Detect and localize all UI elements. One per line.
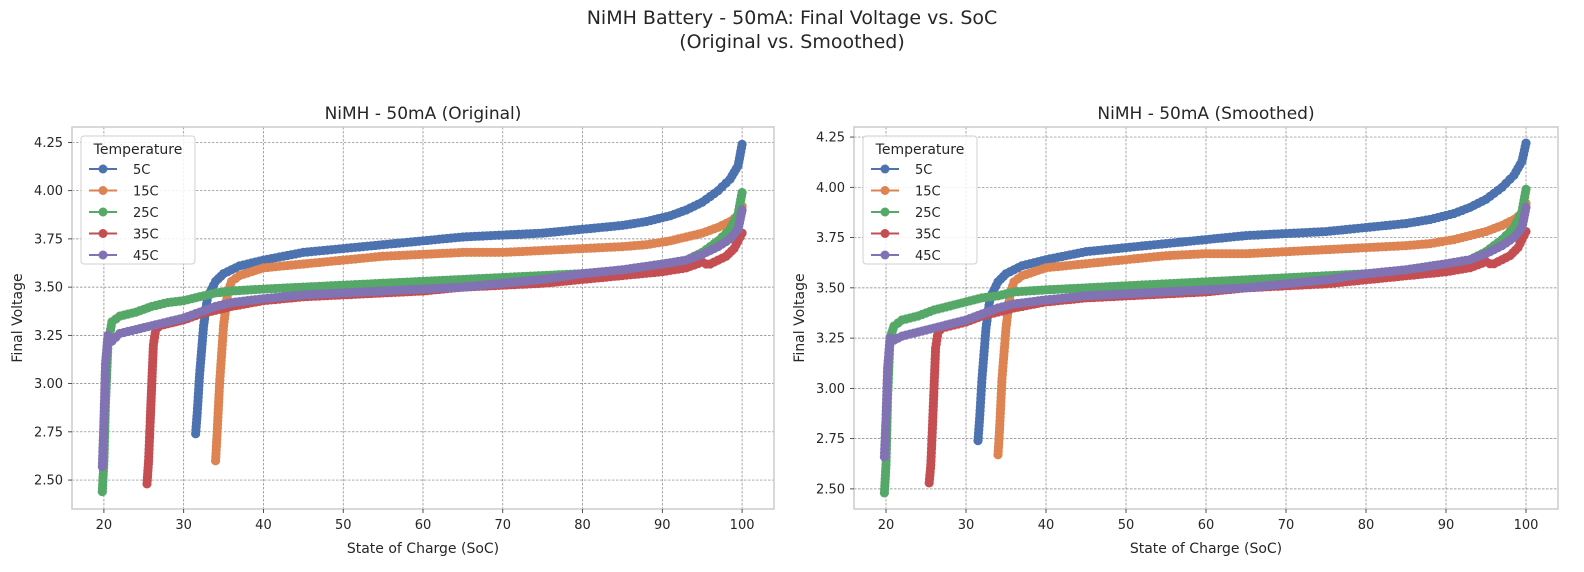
y-tick-label: 3.50 [816,281,845,296]
legend: Temperature 5C 15C 25C 35C 45C [80,135,196,265]
y-tick-label: 4.25 [34,136,63,151]
legend-marker-15C [880,186,890,195]
chart-title: NiMH - 50mA (Smoothed) [1097,104,1314,124]
data-point-45C [737,205,747,215]
x-tick-label: 20 [96,518,113,533]
legend-title: Temperature [875,142,965,158]
x-tick-label: 50 [1118,518,1135,533]
legend-label-35C: 35C [915,228,941,243]
x-tick-label: 100 [730,518,755,533]
legend-marker-45C [98,250,108,260]
y-tick-label: 4.25 [816,131,845,146]
legend-marker-35C [880,229,890,238]
x-tick-label: 40 [1038,518,1055,533]
x-tick-label: 30 [958,518,975,533]
y-axis-label: Final Voltage [792,273,808,362]
legend-marker-25C [880,207,890,217]
legend-label-5C: 5C [915,163,932,178]
x-tick-label: 70 [494,518,511,533]
legend-label-15C: 15C [133,185,159,200]
y-tick-label: 2.50 [816,482,845,497]
x-tick-label: 20 [878,518,895,533]
y-tick-label: 3.00 [816,382,845,397]
legend-marker-5C [98,164,108,174]
x-axis-label: State of Charge (SoC) [347,541,499,557]
x-tick-label: 80 [574,518,591,533]
y-tick-label: 3.75 [34,232,63,247]
x-tick-label: 30 [175,518,192,533]
y-tick-label: 3.25 [816,332,845,347]
legend-marker-25C [98,207,108,217]
y-axis-label: Final Voltage [10,273,26,362]
figure-title-line-2: (Original vs. Smoothed) [679,31,905,53]
legend-label-5C: 5C [133,163,150,178]
x-tick-label: 90 [654,518,671,533]
data-point-5C [1521,138,1531,148]
x-tick-label: 50 [335,518,352,533]
x-tick-label: 100 [1514,518,1539,533]
series-45C [97,205,747,472]
x-axis-label: State of Charge (SoC) [1130,541,1282,557]
legend-label-15C: 15C [915,185,941,200]
legend-label-25C: 25C [133,206,159,221]
y-tick-label: 4.00 [34,184,63,199]
y-tick-label: 3.25 [34,329,63,344]
x-tick-label: 70 [1278,518,1295,533]
data-point-25C [1521,184,1531,194]
legend-marker-35C [98,229,108,238]
x-tick-label: 60 [415,518,432,533]
legend: Temperature 5C 15C 25C 35C 45C [862,135,978,265]
y-tick-label: 4.00 [816,181,845,196]
legend-label-45C: 45C [915,249,941,264]
legend-label-35C: 35C [133,228,159,243]
x-tick-label: 90 [1438,518,1455,533]
data-point-45C [1521,202,1531,213]
series-45C [879,202,1531,462]
legend-marker-15C [98,186,108,195]
y-tick-label: 2.50 [34,474,63,489]
legend-label-45C: 45C [133,249,159,264]
y-tick-label: 3.50 [34,281,63,296]
chart-panel-1: 20 30 40 50 60 70 80 90 100 2.50 2.75 3.00 3.25 3.50 3… [10,104,775,557]
legend-marker-45C [880,250,890,260]
legend-marker-5C [880,164,890,174]
y-tick-label: 2.75 [816,432,845,447]
y-tick-label: 2.75 [34,425,63,440]
legend-label-25C: 25C [915,206,941,221]
y-tick-label: 3.00 [34,377,63,392]
x-tick-label: 40 [255,518,272,533]
figure-title: NiMH Battery - 50mA: Final Voltage vs. S… [0,6,1584,54]
x-tick-label: 80 [1358,518,1375,533]
data-point-5C [737,139,747,149]
legend-title: Temperature [93,142,183,158]
y-tick-label: 3.75 [816,231,845,246]
chart-panel-2: 20 30 40 50 60 70 80 90 100 2.50 2.75 3.00 3.25 3.50 3… [792,104,1559,557]
x-tick-label: 60 [1198,518,1215,533]
data-point-25C [737,187,747,198]
figure-title-line-1: NiMH Battery - 50mA: Final Voltage vs. S… [586,7,998,29]
chart-title: NiMH - 50mA (Original) [325,104,522,124]
